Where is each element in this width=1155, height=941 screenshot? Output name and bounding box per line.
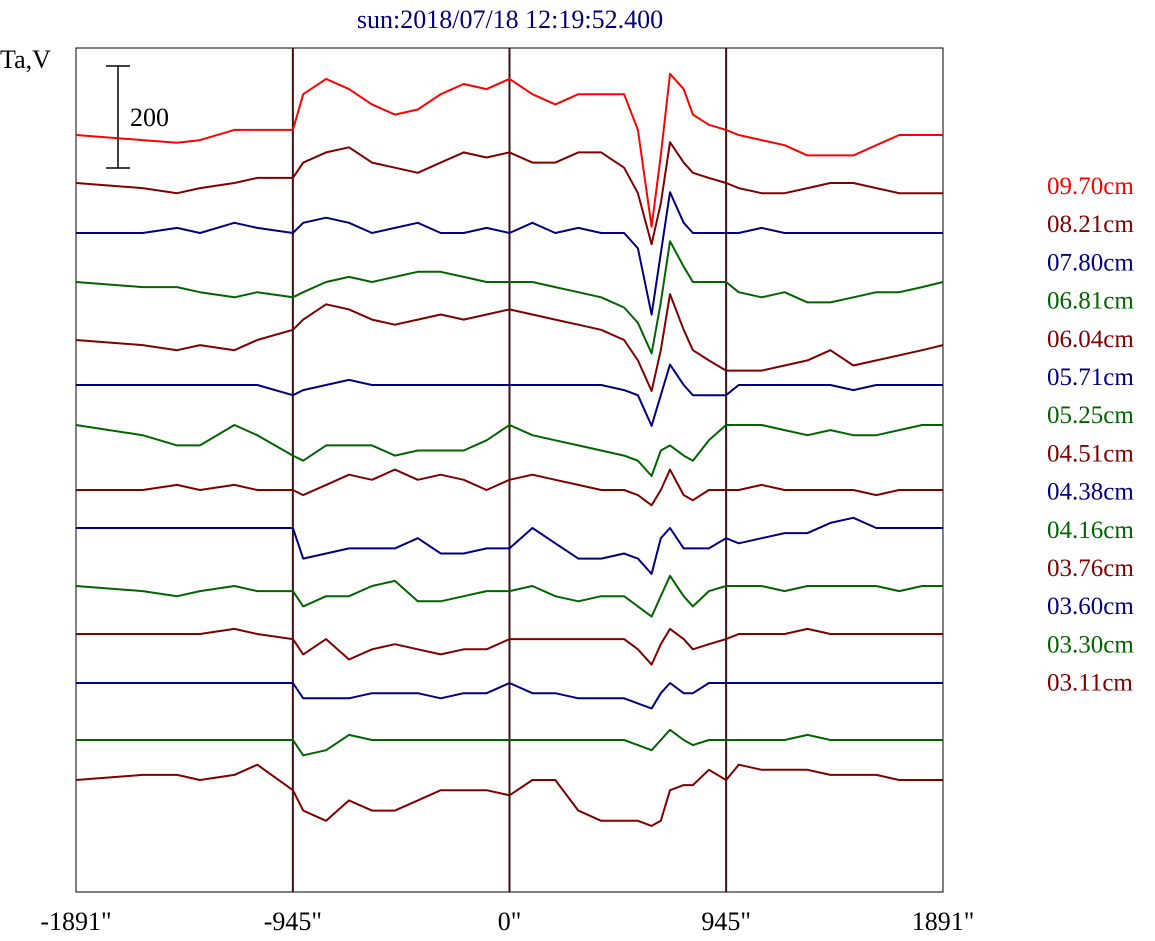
vertical-reference-lines (291, 48, 728, 892)
series-traces (75, 72, 944, 827)
series-line (75, 72, 943, 228)
scale-bar-label: 200 (130, 103, 169, 132)
x-tick-label: 1891" (912, 907, 975, 936)
y-axis-label: Ta,V (0, 45, 51, 74)
legend-entry: 03.76cm (1047, 555, 1134, 582)
series-line (76, 191, 943, 316)
legend-entry: 03.60cm (1047, 593, 1134, 620)
legend-entry: 08.21cm (1047, 211, 1134, 238)
series-line (75, 293, 944, 392)
series-line (75, 424, 943, 477)
series-line (76, 516, 943, 575)
x-tick-label: 0" (498, 907, 522, 936)
series-line (76, 627, 943, 666)
series-line (75, 141, 943, 246)
series-line (75, 240, 944, 355)
legend-entry: 04.51cm (1047, 440, 1134, 467)
legend-entry: 06.04cm (1047, 326, 1134, 353)
legend-entry: 05.25cm (1047, 402, 1134, 429)
x-tick-label: 945" (701, 907, 751, 936)
series-line (75, 574, 943, 618)
legend: 09.70cm 08.21cm 07.80cm 06.81cm 06.04cm 05.71… (1047, 173, 1134, 697)
scale-bar: 200 (106, 65, 169, 169)
legend-entry: 03.30cm (1047, 631, 1134, 658)
legend-entry: 07.80cm (1047, 249, 1134, 276)
series-line (76, 468, 943, 507)
legend-entry: 05.71cm (1047, 364, 1134, 391)
chart-title: sun:2018/07/18 12:19:52.400 (357, 5, 663, 34)
legend-entry: 09.70cm (1047, 173, 1134, 200)
legend-entry: 04.38cm (1047, 479, 1134, 506)
legend-entry: 06.81cm (1047, 288, 1134, 315)
series-line (75, 763, 943, 827)
series-line (76, 682, 943, 710)
x-tick-label: -945" (264, 907, 322, 936)
series-line (76, 728, 943, 757)
x-tick-labels: -1891" -945" 0" 945" 1891" (40, 907, 974, 936)
legend-entry: 04.16cm (1047, 517, 1134, 544)
series-line (76, 363, 943, 427)
x-tick-label: -1891" (40, 907, 111, 936)
legend-entry: 03.11cm (1047, 670, 1133, 697)
